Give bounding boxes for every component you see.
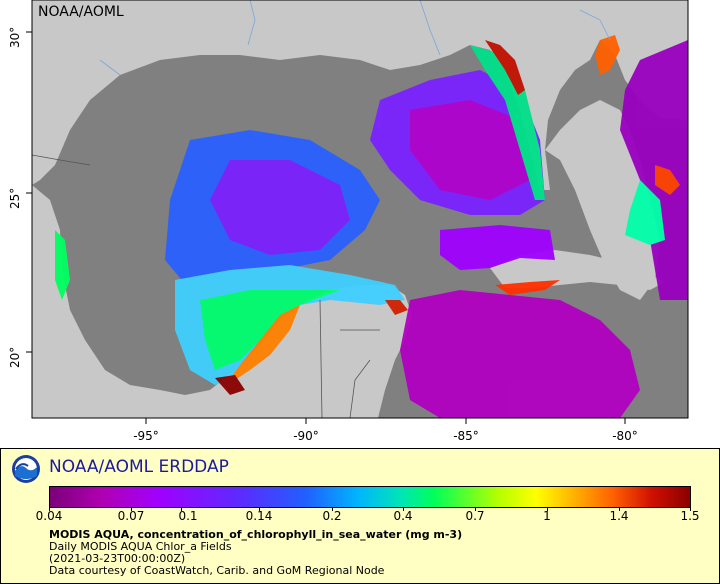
x-tick-label: -80° <box>612 429 638 443</box>
x-tick-label: -85° <box>453 429 479 443</box>
map-panel: NOAA/AOML -95° -90° -85° -80° 30° 25° 20… <box>8 0 689 443</box>
colorbar-label: 0.1 <box>178 509 198 523</box>
colorbar-tick <box>403 507 404 511</box>
legend-panel: NOAA/AOML ERDDAP 0.04 0.07 0.1 0.14 0.2 … <box>0 448 720 584</box>
map-title: NOAA/AOML <box>38 4 124 20</box>
colorbar-tick <box>619 507 620 511</box>
credit-text: Data courtesy of CoastWatch, Carib. and … <box>49 564 385 577</box>
colorbar-label: 1.4 <box>609 509 629 523</box>
axis-ticks <box>26 31 626 424</box>
colorbar-tick <box>332 507 333 511</box>
y-tick-label: 25° <box>8 187 22 209</box>
land-yucatan <box>295 285 412 418</box>
brand-title: NOAA/AOML ERDDAP <box>49 457 229 477</box>
colorbar-label: 0.14 <box>245 509 273 523</box>
colorbar <box>49 486 691 508</box>
variable-title: MODIS AQUA, concentration_of_chlorophyll… <box>49 528 463 541</box>
border-lines <box>32 154 380 418</box>
colorbar-label: 0.2 <box>322 509 342 523</box>
y-tick-label: 20° <box>8 346 22 368</box>
x-tick-label: -95° <box>133 429 159 443</box>
colorbar-label: 0.7 <box>465 509 485 523</box>
colorbar-label: 0.04 <box>35 509 63 523</box>
colorbar-tick <box>690 507 691 511</box>
plot-frame <box>31 0 689 419</box>
land-cuba <box>490 250 665 290</box>
colorbar-tick <box>547 507 548 511</box>
map-canvas <box>26 0 689 424</box>
colorbar-tick <box>181 507 182 511</box>
noaa-logo-icon <box>12 455 40 483</box>
dataset-name: Daily MODIS AQUA Chlor_a Fields <box>49 540 232 553</box>
colorbar-label: 1.5 <box>680 509 700 523</box>
colorbar-tick <box>131 507 132 511</box>
rivers <box>99 0 611 76</box>
colorbar-label: 1 <box>543 509 551 523</box>
time-stamp: (2021-03-23T00:00:00Z) <box>49 552 186 565</box>
colorbar-label: 0.4 <box>393 509 413 523</box>
y-tick-label: 30° <box>8 26 22 48</box>
colorbar-tick <box>259 507 260 511</box>
colorbar-label: 0.07 <box>117 509 145 523</box>
colorbar-tick <box>475 507 476 511</box>
x-tick-label: -90° <box>293 429 319 443</box>
colorbar-tick <box>49 507 50 511</box>
chlorophyll-field <box>55 35 688 418</box>
land-usa <box>32 0 688 190</box>
